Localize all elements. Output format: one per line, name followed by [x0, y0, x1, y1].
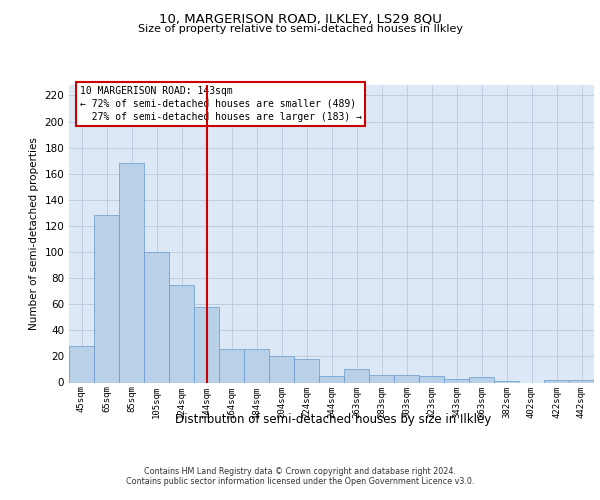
Bar	[194, 307, 219, 382]
Bar	[144, 252, 169, 382]
Bar	[119, 164, 144, 382]
Bar	[419, 376, 444, 382]
Bar	[244, 348, 269, 382]
Bar	[294, 359, 319, 382]
Text: Contains public sector information licensed under the Open Government Licence v3: Contains public sector information licen…	[126, 478, 474, 486]
Text: 10 MARGERISON ROAD: 143sqm
← 72% of semi-detached houses are smaller (489)
  27%: 10 MARGERISON ROAD: 143sqm ← 72% of semi…	[79, 86, 361, 122]
Bar	[269, 356, 294, 382]
Text: Distribution of semi-detached houses by size in Ilkley: Distribution of semi-detached houses by …	[175, 412, 491, 426]
Bar	[569, 380, 594, 382]
Bar	[94, 216, 119, 382]
Bar	[394, 374, 419, 382]
Bar	[344, 370, 369, 382]
Bar	[219, 348, 244, 382]
Y-axis label: Number of semi-detached properties: Number of semi-detached properties	[29, 138, 39, 330]
Bar	[369, 374, 394, 382]
Bar	[544, 380, 569, 382]
Bar	[494, 381, 519, 382]
Bar	[444, 378, 469, 382]
Bar	[469, 378, 494, 382]
Text: Size of property relative to semi-detached houses in Ilkley: Size of property relative to semi-detach…	[137, 24, 463, 34]
Bar	[69, 346, 94, 383]
Text: 10, MARGERISON ROAD, ILKLEY, LS29 8QU: 10, MARGERISON ROAD, ILKLEY, LS29 8QU	[158, 12, 442, 26]
Bar	[319, 376, 344, 382]
Bar	[169, 284, 194, 382]
Text: Contains HM Land Registry data © Crown copyright and database right 2024.: Contains HM Land Registry data © Crown c…	[144, 468, 456, 476]
